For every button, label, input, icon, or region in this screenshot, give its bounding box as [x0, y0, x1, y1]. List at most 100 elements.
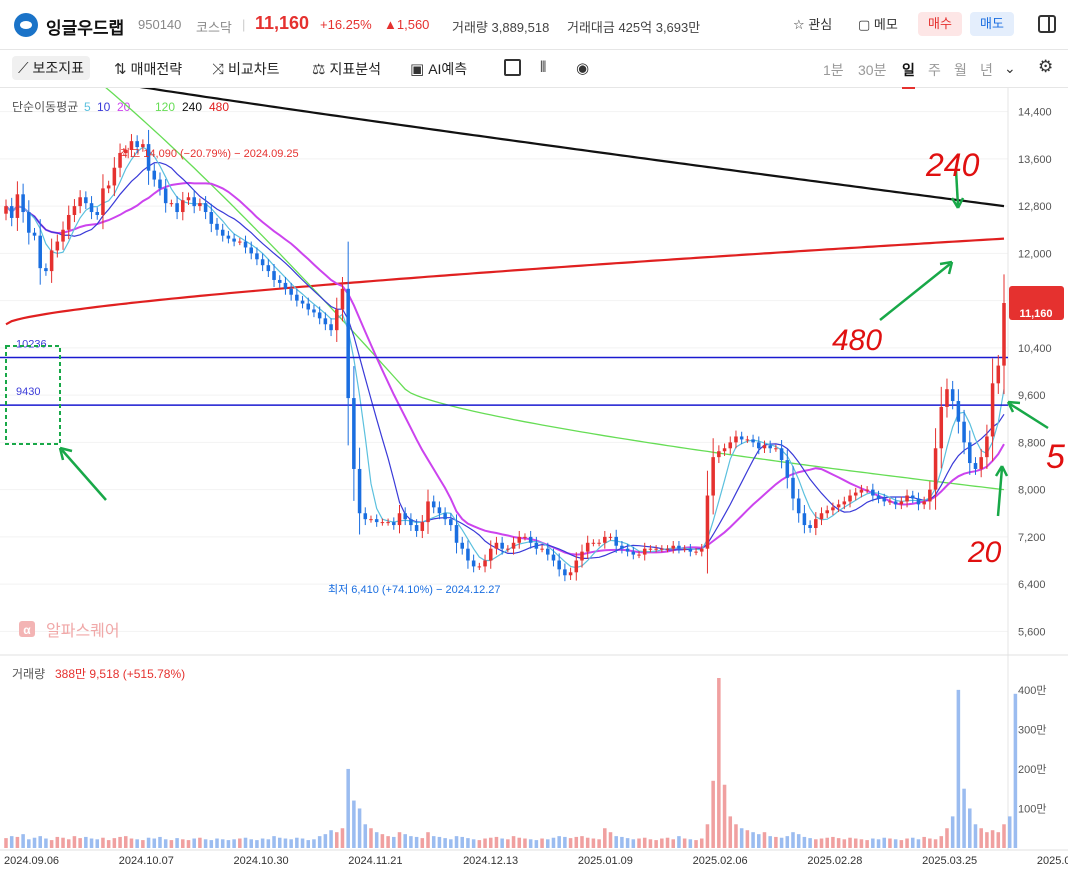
shuffle-icon: ⤨ [212, 60, 225, 78]
volume-bar [620, 836, 624, 848]
volume-bar [585, 837, 590, 848]
candle [968, 442, 972, 464]
candle [198, 203, 202, 207]
chart-type-button[interactable] [504, 59, 521, 76]
candle [717, 451, 721, 458]
stock-name[interactable]: 잉글우드랩 [46, 19, 125, 38]
strategy-button[interactable]: ⇅ 매매전략 [114, 61, 183, 78]
candle [420, 522, 425, 531]
buy-button[interactable]: 매수 [918, 12, 962, 36]
candle [152, 170, 157, 180]
volume-tick-label: 300만 [1018, 723, 1046, 736]
volume-bar [831, 836, 835, 848]
volume-bar [722, 784, 727, 848]
candle [449, 519, 453, 526]
candle [677, 545, 681, 549]
sell-button[interactable]: 매도 [970, 12, 1014, 36]
candle [928, 489, 932, 502]
candle [893, 501, 898, 505]
volume-bar [779, 837, 784, 848]
screenshot-button[interactable]: ◉ [576, 59, 589, 77]
candle [523, 536, 527, 538]
volume-bar [169, 840, 174, 848]
candle [488, 548, 493, 561]
y-tick-label: 8,800 [1018, 437, 1046, 449]
candle [500, 542, 504, 549]
candle [175, 203, 179, 213]
side-panel-icon[interactable] [1038, 15, 1056, 33]
volume-bar [175, 838, 179, 848]
candle [9, 206, 14, 218]
ma120-line [105, 88, 1005, 491]
stock-header: 잉글우드랩 950140 코스닥 | 11,160 +16.25% ▲1,560… [0, 0, 1068, 50]
ma-legend-item: 20 [117, 100, 131, 114]
annotation-240: 240 [925, 147, 980, 183]
candle [226, 235, 231, 239]
candle [118, 152, 122, 168]
candle [557, 560, 561, 570]
x-tick-label: 2025.04.16 [1037, 855, 1068, 867]
volume-bar [762, 832, 767, 848]
volume-bar [791, 832, 795, 848]
candle [289, 288, 293, 295]
indicator-button[interactable]: ⟋ 보조지표 [12, 56, 91, 80]
candle [477, 566, 482, 568]
candle [757, 442, 761, 449]
svg-text:α: α [23, 623, 31, 637]
volume-bar [699, 838, 704, 848]
candle [859, 489, 864, 493]
volume-bar [209, 840, 214, 848]
volume-bar [112, 838, 117, 848]
analysis-icon: ⚖ [312, 61, 326, 78]
period-year[interactable]: 년 [980, 62, 993, 78]
volume-bar [38, 836, 42, 848]
volume-bar [802, 836, 807, 848]
volume-bar [660, 838, 664, 848]
volume-bar [574, 836, 579, 848]
ai-chip-icon: ▣ [410, 61, 425, 78]
candle [454, 525, 459, 543]
camera-icon: ◉ [576, 60, 590, 77]
candle-type-button[interactable]: ⫴ [540, 59, 546, 76]
volume-bar [523, 838, 527, 848]
volume-bar [580, 836, 584, 848]
ai-predict-button[interactable]: ▣ AI예측 [410, 61, 468, 78]
volume-bar [899, 840, 904, 848]
analysis-button[interactable]: ⚖ 지표분석 [312, 61, 381, 78]
period-month[interactable]: 월 [954, 62, 967, 78]
gear-icon[interactable]: ⚙ [1038, 57, 1054, 76]
watch-button[interactable]: ☆ 관심 [793, 17, 833, 32]
volume-bar [990, 830, 995, 848]
volume-bar [300, 838, 305, 848]
period-day[interactable]: 일 [902, 60, 915, 89]
period-30min[interactable]: 30분 [858, 62, 887, 78]
candle [209, 212, 214, 224]
volume-bar [1007, 816, 1012, 848]
candle [260, 259, 265, 266]
memo-button[interactable]: ▢ 메모 [858, 17, 898, 32]
volume-bar [665, 837, 670, 848]
period-week[interactable]: 주 [928, 62, 941, 78]
compare-button[interactable]: ⤨ 비교차트 [212, 60, 280, 78]
volume-bar [306, 840, 311, 848]
candle [283, 282, 288, 289]
volume-bar [32, 837, 37, 848]
volume-bar [295, 837, 299, 848]
watermark: α 알파스퀘어 [19, 621, 120, 640]
chevron-down-icon[interactable]: ⌄ [1004, 60, 1016, 76]
ma-legend-item: 10 [97, 100, 111, 114]
candle [882, 498, 887, 502]
volume-bar [4, 838, 8, 848]
period-1min[interactable]: 1분 [823, 62, 844, 78]
volume-bar [511, 836, 516, 848]
candle [808, 525, 812, 529]
candle [340, 288, 345, 310]
x-tick-label: 2024.11.21 [348, 855, 402, 867]
candle [551, 554, 556, 561]
candle [4, 206, 8, 214]
volume-bar [369, 828, 373, 848]
price-chart[interactable]: 단순이동평균 5 10 20 120 240 480 10236 9430 최고 14,09… [0, 88, 1068, 876]
volume-bar [563, 836, 567, 848]
volume-bar [534, 840, 539, 848]
candle [72, 206, 77, 215]
